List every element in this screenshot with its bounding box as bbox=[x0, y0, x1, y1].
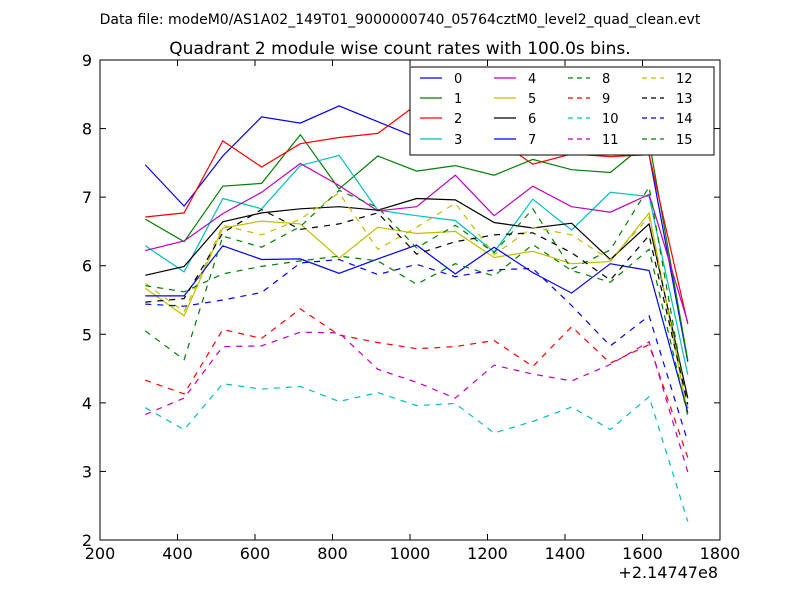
legend-label-12: 12 bbox=[676, 72, 693, 87]
series-line-13 bbox=[145, 208, 689, 405]
series-line-6 bbox=[145, 197, 689, 399]
series-line-14 bbox=[145, 258, 689, 443]
legend-label-10: 10 bbox=[602, 112, 619, 127]
y-tick-label: 3 bbox=[82, 462, 92, 481]
series-line-4 bbox=[145, 162, 689, 323]
x-tick-label: 800 bbox=[317, 544, 348, 563]
legend-label-11: 11 bbox=[602, 133, 619, 148]
y-tick-label: 7 bbox=[82, 188, 92, 207]
legend-label-15: 15 bbox=[676, 133, 693, 148]
series-line-5 bbox=[144, 211, 689, 414]
legend-label-6: 6 bbox=[528, 112, 536, 127]
legend-label-0: 0 bbox=[454, 72, 462, 87]
chart-title: Quadrant 2 module wise count rates with … bbox=[169, 39, 630, 59]
y-tick-label: 6 bbox=[82, 257, 92, 276]
legend-label-13: 13 bbox=[676, 92, 693, 107]
x-tick-label: 1000 bbox=[390, 544, 431, 563]
x-tick-label: 1800 bbox=[700, 544, 741, 563]
y-tick-label: 2 bbox=[82, 531, 92, 550]
series-line-12 bbox=[144, 192, 689, 408]
legend-label-5: 5 bbox=[528, 92, 536, 107]
x-offset-label: +2.14747e8 bbox=[618, 563, 718, 582]
series-line-10 bbox=[145, 383, 689, 522]
legend-label-1: 1 bbox=[454, 92, 462, 107]
y-tick-label: 9 bbox=[82, 51, 92, 70]
axis-ticks: 200 400 600 800 1000 1200 1400 1600 1800 2 3 4 5 6 7 8 9 bbox=[82, 51, 741, 563]
x-tick-label: 600 bbox=[240, 544, 271, 563]
legend-label-8: 8 bbox=[602, 72, 610, 87]
plot-frame bbox=[99, 59, 721, 541]
x-tick-label: 400 bbox=[162, 544, 193, 563]
legend-label-3: 3 bbox=[454, 133, 462, 148]
legend-label-7: 7 bbox=[528, 133, 536, 148]
legend-label-9: 9 bbox=[602, 92, 610, 107]
x-tick-label: 1200 bbox=[467, 544, 508, 563]
y-tick-label: 4 bbox=[82, 394, 92, 413]
series-line-1 bbox=[144, 133, 689, 361]
series-line-9 bbox=[145, 308, 689, 458]
series-line-8 bbox=[144, 185, 689, 409]
x-tick-label: 200 bbox=[85, 544, 116, 563]
y-tick-label: 8 bbox=[82, 120, 92, 139]
y-tick-label: 5 bbox=[82, 325, 92, 344]
series-line-11 bbox=[145, 331, 689, 473]
chart-suptitle: Data file: modeM0/AS1A02_149T01_90000007… bbox=[100, 12, 701, 28]
x-tick-label: 1600 bbox=[622, 544, 663, 563]
legend-box bbox=[409, 66, 715, 156]
legend-label-2: 2 bbox=[454, 112, 462, 127]
series-line-3 bbox=[144, 154, 689, 375]
legend-label-4: 4 bbox=[528, 72, 536, 87]
x-tick-label: 1400 bbox=[545, 544, 586, 563]
series-line-7 bbox=[145, 244, 689, 413]
legend-label-14: 14 bbox=[676, 112, 693, 127]
